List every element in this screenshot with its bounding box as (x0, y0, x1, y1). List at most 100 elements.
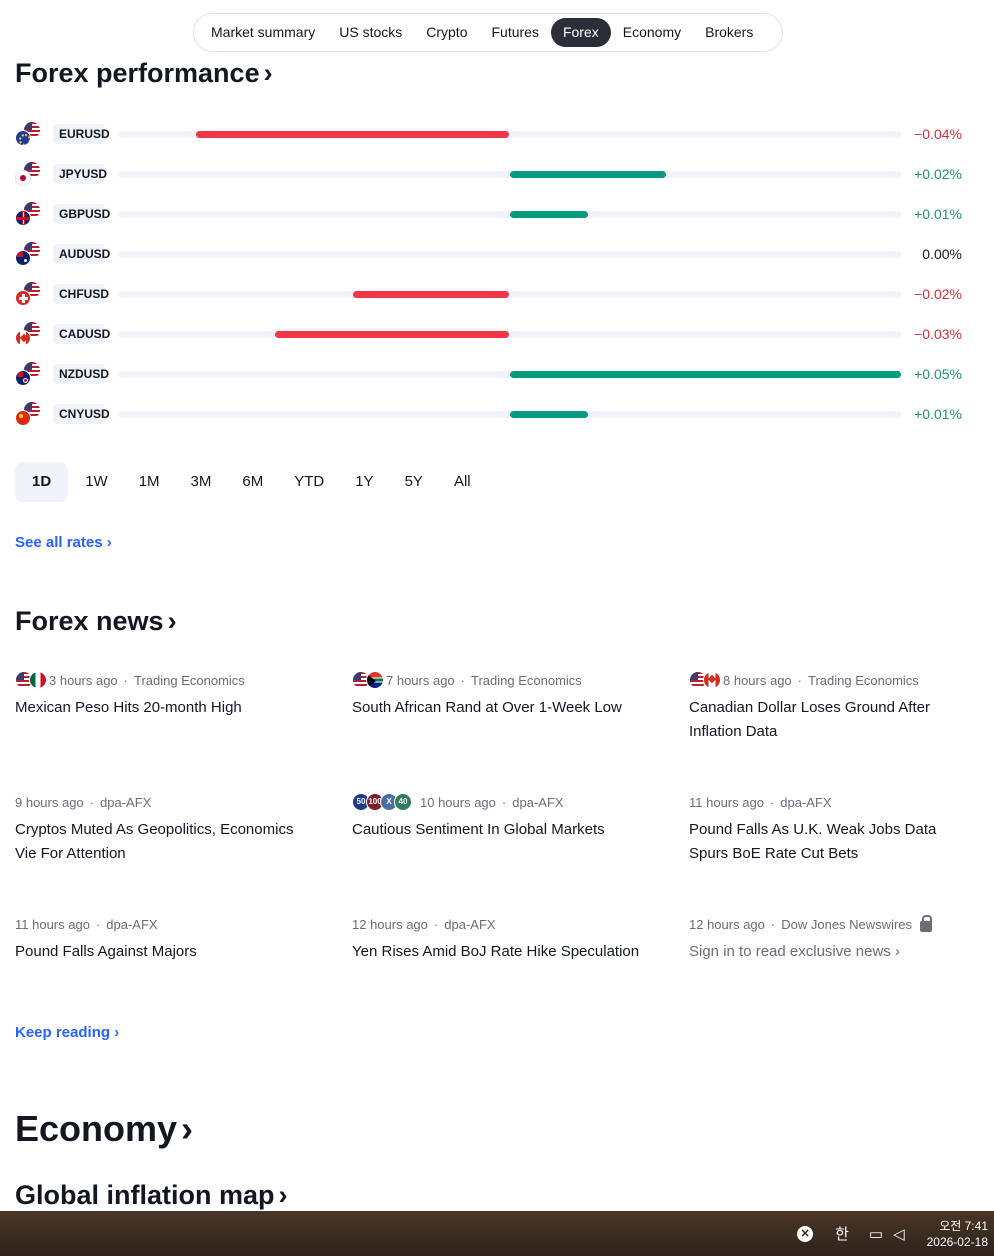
badge-40: 40 (394, 793, 412, 811)
symbol-badges-icon: 50 100 X 40 (352, 793, 412, 811)
news-time: 11 hours ago (689, 794, 764, 810)
see-all-rates-link[interactable]: See all rates › (15, 534, 112, 551)
sign-in-link[interactable]: Sign in to read exclusive news › (689, 943, 900, 960)
forex-row-eurusd[interactable]: EURUSD −0.04% (15, 121, 980, 147)
performance-track (118, 371, 901, 378)
news-source: dpa-AFX (106, 916, 158, 932)
forex-symbol[interactable]: AUDUSD (53, 244, 110, 264)
news-item[interactable]: 9 hours ago · dpa-AFX Cryptos Muted As Geo… (15, 792, 305, 866)
forex-performance-heading[interactable]: Forex performance › (15, 58, 273, 89)
system-clock[interactable]: 오전 7:41 2026-02-18 (927, 1218, 988, 1250)
currency-pair-flags-icon (15, 322, 41, 346)
forex-news-heading[interactable]: Forex news › (15, 606, 177, 637)
clock-time: 오전 7:41 (939, 1218, 988, 1233)
news-time: 9 hours ago (15, 794, 84, 810)
period-5y[interactable]: 5Y (404, 473, 423, 490)
chevron-right-icon: › (181, 1108, 194, 1149)
forex-symbol[interactable]: CHFUSD (53, 284, 109, 304)
news-source: Trading Economics (471, 672, 582, 688)
forex-symbol[interactable]: EURUSD (53, 124, 110, 144)
forex-row-audusd[interactable]: AUDUSD 0.00% (15, 241, 980, 267)
news-source: dpa-AFX (444, 916, 496, 932)
news-headline[interactable]: Pound Falls As U.K. Weak Jobs Data Spurs… (689, 821, 937, 862)
news-item[interactable]: 11 hours ago · dpa-AFX Pound Falls Against… (15, 914, 305, 964)
news-source: Trading Economics (808, 672, 919, 688)
forex-symbol[interactable]: GBPUSD (53, 204, 110, 224)
close-circle-icon[interactable]: ✕ (797, 1225, 814, 1242)
change-percent: +0.01% (914, 206, 962, 222)
period-all[interactable]: All (453, 473, 471, 490)
network-icon[interactable]: ▭ (868, 1225, 884, 1243)
performance-track (118, 331, 901, 338)
news-item[interactable]: 8 hours ago · Trading Economics Canadian D… (689, 670, 979, 744)
chevron-right-icon: › (263, 58, 273, 88)
forex-symbol[interactable]: CNYUSD (53, 404, 110, 424)
forex-symbol[interactable]: CADUSD (53, 324, 110, 344)
performance-bar (352, 291, 510, 298)
forex-row-cadusd[interactable]: CADUSD −0.03% (15, 321, 980, 347)
period-1m[interactable]: 1M (138, 473, 160, 490)
currency-flags-icon (352, 671, 384, 689)
news-headline[interactable]: Yen Rises Amid BoJ Rate Hike Speculation (352, 943, 640, 960)
period-3m[interactable]: 3M (190, 473, 212, 490)
news-headline[interactable]: Mexican Peso Hits 20-month High (15, 699, 242, 716)
chevron-right-icon: › (167, 606, 177, 636)
news-time: 12 hours ago (352, 916, 428, 932)
tab-futures[interactable]: Futures (491, 24, 539, 40)
news-source: Trading Economics (134, 672, 245, 688)
period-selector: 1D 1W 1M 3M 6M YTD 1Y 5Y All (15, 462, 488, 502)
news-item[interactable]: 7 hours ago · Trading Economics South Afri… (352, 670, 642, 720)
performance-bar (509, 211, 588, 218)
currency-pair-flags-icon (15, 402, 41, 426)
performance-track (118, 251, 901, 258)
period-6m[interactable]: 6M (242, 473, 264, 490)
period-1d[interactable]: 1D (15, 462, 69, 502)
news-item[interactable]: 50 100 X 40 10 hours ago · dpa-AFX Cautiou… (352, 792, 642, 842)
news-headline[interactable]: Canadian Dollar Loses Ground After Infla… (689, 699, 930, 740)
forex-row-nzdusd[interactable]: NZDUSD +0.05% (15, 361, 980, 387)
forex-performance-title: Forex performance (15, 58, 260, 88)
clock-date: 2026-02-18 (926, 1234, 988, 1249)
tab-crypto[interactable]: Crypto (426, 24, 468, 40)
news-source: Dow Jones Newswires (781, 916, 913, 932)
change-percent: −0.04% (914, 126, 962, 142)
keep-reading-link[interactable]: Keep reading › (15, 1024, 120, 1041)
currency-pair-flags-icon (15, 162, 41, 186)
forex-row-jpyusd[interactable]: JPYUSD +0.02% (15, 161, 980, 187)
news-item[interactable]: 11 hours ago · dpa-AFX Pound Falls As U.K.… (689, 792, 979, 866)
performance-bar (274, 331, 510, 338)
forex-row-cnyusd[interactable]: CNYUSD +0.01% (15, 401, 980, 427)
news-headline[interactable]: Cautious Sentiment In Global Markets (352, 821, 605, 838)
period-1w[interactable]: 1W (85, 473, 108, 490)
tab-forex[interactable]: Forex (550, 18, 611, 47)
tab-brokers[interactable]: Brokers (705, 24, 754, 40)
economy-heading[interactable]: Economy › (15, 1108, 193, 1150)
change-percent: +0.02% (914, 166, 962, 182)
volume-icon[interactable]: ◁ (893, 1225, 905, 1243)
tab-us-stocks[interactable]: US stocks (339, 24, 403, 40)
forex-news-title: Forex news (15, 606, 164, 636)
news-headline[interactable]: Cryptos Muted As Geopolitics, Economics … (15, 821, 294, 862)
currency-pair-flags-icon (15, 122, 41, 146)
ime-indicator[interactable]: 한 (835, 1226, 849, 1243)
global-inflation-map-heading[interactable]: Global inflation map › (15, 1180, 288, 1211)
tab-market-summary[interactable]: Market summary (211, 24, 316, 40)
windows-taskbar: ✕ 한 ▭ ◁ 오전 7:41 2026-02-18 (0, 1211, 994, 1256)
news-source: dpa-AFX (100, 794, 152, 810)
news-headline[interactable]: South African Rand at Over 1-Week Low (352, 699, 622, 716)
forex-row-gbpusd[interactable]: GBPUSD +0.01% (15, 201, 980, 227)
period-1y[interactable]: 1Y (355, 473, 374, 490)
news-source: dpa-AFX (780, 794, 832, 810)
period-ytd[interactable]: YTD (294, 473, 325, 490)
forex-symbol[interactable]: NZDUSD (53, 364, 109, 384)
news-item[interactable]: 3 hours ago · Trading Economics Mexican Pe… (15, 670, 305, 720)
currency-pair-flags-icon (15, 282, 41, 306)
news-headline[interactable]: Pound Falls Against Majors (15, 943, 197, 960)
change-percent: +0.05% (914, 366, 962, 382)
news-item[interactable]: 12 hours ago · dpa-AFX Yen Rises Amid BoJ … (352, 914, 642, 964)
news-time: 3 hours ago (49, 672, 118, 688)
tab-economy[interactable]: Economy (622, 24, 682, 40)
forex-row-chfusd[interactable]: CHFUSD −0.02% (15, 281, 980, 307)
news-item[interactable]: 12 hours ago · Dow Jones Newswires Sign in… (689, 914, 979, 964)
forex-symbol[interactable]: JPYUSD (53, 164, 107, 184)
